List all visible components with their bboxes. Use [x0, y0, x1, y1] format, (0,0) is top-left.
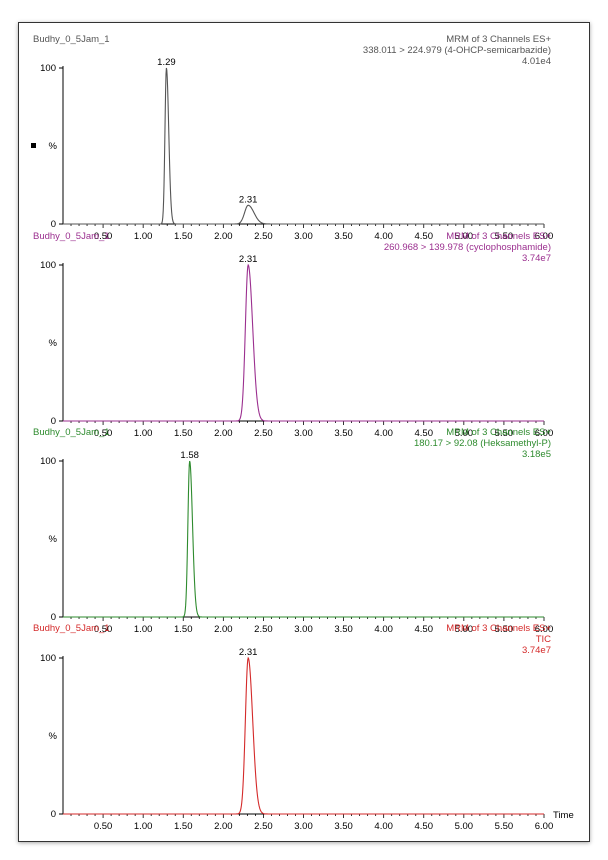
x-tick-label: 2.00 — [214, 624, 233, 635]
x-tick-label: 0.50 — [94, 231, 113, 242]
x-tick-label: 1.50 — [174, 428, 193, 439]
chromatogram-trace — [63, 67, 544, 225]
channel-label: 338.011 > 224.979 (4-OHCP-semicarbazide) — [363, 45, 551, 56]
channel-label: TIC — [536, 634, 551, 645]
x-tick-label: 1.00 — [134, 821, 153, 832]
x-tick-label: 1.00 — [134, 624, 153, 635]
x-tick-label: 4.50 — [415, 821, 434, 832]
x-tick-label: 4.50 — [415, 428, 434, 439]
x-tick-label: 6.00 — [535, 231, 554, 242]
x-tick-label: 2.00 — [214, 821, 233, 832]
peak-label: 2.31 — [239, 254, 258, 265]
chromatogram-panel-4: Budhy_0_5Jam_1 MRM of 3 Channels ES+TIC3.… — [33, 623, 574, 832]
x-tick-label: 3.50 — [334, 231, 353, 242]
x-tick-label: 4.00 — [374, 624, 393, 635]
chart-title: MRM of 3 Channels ES+ — [446, 427, 551, 438]
x-tick-label: 5.00 — [455, 624, 474, 635]
x-tick-label: 5.00 — [455, 821, 474, 832]
peak-label: 2.31 — [239, 194, 258, 205]
channel-label: 180.17 > 92.08 (Heksamethyl-P) — [414, 438, 551, 449]
chromatogram-trace — [63, 263, 544, 422]
y-tick-label: 100 — [40, 653, 56, 664]
peak-label: 1.29 — [157, 57, 176, 68]
x-tick-label: 5.50 — [495, 231, 514, 242]
sample-name: Budhy_0_5Jam_1 — [33, 427, 110, 438]
x-tick-label: 2.50 — [254, 821, 273, 832]
y-axis-label: % — [49, 141, 58, 152]
x-tick-label: 4.00 — [374, 821, 393, 832]
x-tick-label: 0.50 — [94, 428, 113, 439]
y-tick-label: 0 — [51, 809, 56, 820]
x-tick-label: 3.00 — [294, 231, 313, 242]
intensity-label: 3.74e7 — [522, 253, 551, 264]
x-tick-label: 1.50 — [174, 624, 193, 635]
x-tick-label: 1.00 — [134, 428, 153, 439]
chart-title: MRM of 3 Channels ES+ — [446, 623, 551, 634]
x-tick-label: 4.00 — [374, 231, 393, 242]
peak-label: 1.58 — [180, 450, 199, 461]
y-axis-label: % — [49, 534, 58, 545]
sample-name: Budhy_0_5Jam_1 — [33, 231, 110, 242]
y-tick-label: 0 — [51, 219, 56, 230]
x-tick-label: 5.50 — [495, 624, 514, 635]
x-tick-label: 6.00 — [535, 624, 554, 635]
sample-name: Budhy_0_5Jam_1 — [33, 34, 110, 45]
y-tick-label: 0 — [51, 416, 56, 427]
y-tick-label: 100 — [40, 456, 56, 467]
intensity-label: 4.01e4 — [522, 56, 551, 67]
x-tick-label: 3.00 — [294, 624, 313, 635]
x-tick-label: 2.00 — [214, 428, 233, 439]
chromatogram-trace — [63, 460, 544, 618]
selection-marker — [31, 143, 36, 148]
x-tick-label: 5.50 — [495, 428, 514, 439]
chromatogram-panel-2: Budhy_0_5Jam_1 MRM of 3 Channels ES+260.9… — [33, 231, 553, 439]
chromatogram-panel-1: Budhy_0_5Jam_1 MRM of 3 Channels ES+338.0… — [33, 34, 553, 242]
y-tick-label: 0 — [51, 612, 56, 623]
intensity-label: 3.74e7 — [522, 645, 551, 656]
x-tick-label: 2.50 — [254, 428, 273, 439]
x-axis-label: Time — [553, 810, 574, 821]
x-tick-label: 0.50 — [94, 821, 113, 832]
intensity-label: 3.18e5 — [522, 449, 551, 460]
chromatogram-panel-3: Budhy_0_5Jam_1 MRM of 3 Channels ES+180.1… — [33, 427, 553, 635]
x-tick-label: 4.00 — [374, 428, 393, 439]
x-tick-label: 4.50 — [415, 624, 434, 635]
x-tick-label: 3.50 — [334, 624, 353, 635]
x-tick-label: 3.50 — [334, 821, 353, 832]
figure-frame — [18, 22, 590, 842]
x-tick-label: 2.00 — [214, 231, 233, 242]
x-tick-label: 1.50 — [174, 821, 193, 832]
x-tick-label: 0.50 — [94, 624, 113, 635]
x-tick-label: 5.50 — [495, 821, 514, 832]
chromatogram-trace — [63, 656, 544, 815]
sample-name: Budhy_0_5Jam_1 — [33, 623, 110, 634]
x-tick-label: 2.50 — [254, 624, 273, 635]
x-tick-label: 5.00 — [455, 231, 474, 242]
x-tick-label: 3.00 — [294, 428, 313, 439]
peak-label: 2.31 — [239, 647, 258, 658]
x-tick-label: 2.50 — [254, 231, 273, 242]
x-tick-label: 4.50 — [415, 231, 434, 242]
x-tick-label: 3.50 — [334, 428, 353, 439]
chart-title: MRM of 3 Channels ES+ — [446, 231, 551, 242]
x-tick-label: 3.00 — [294, 821, 313, 832]
channel-label: 260.968 > 139.978 (cyclophosphamide) — [384, 242, 551, 253]
x-tick-label: 1.50 — [174, 231, 193, 242]
y-tick-label: 100 — [40, 63, 56, 74]
x-tick-label: 6.00 — [535, 821, 554, 832]
y-axis-label: % — [49, 731, 58, 742]
chart-title: MRM of 3 Channels ES+ — [446, 34, 551, 45]
x-tick-label: 6.00 — [535, 428, 554, 439]
x-tick-label: 1.00 — [134, 231, 153, 242]
y-axis-label: % — [49, 338, 58, 349]
y-tick-label: 100 — [40, 260, 56, 271]
x-tick-label: 5.00 — [455, 428, 474, 439]
